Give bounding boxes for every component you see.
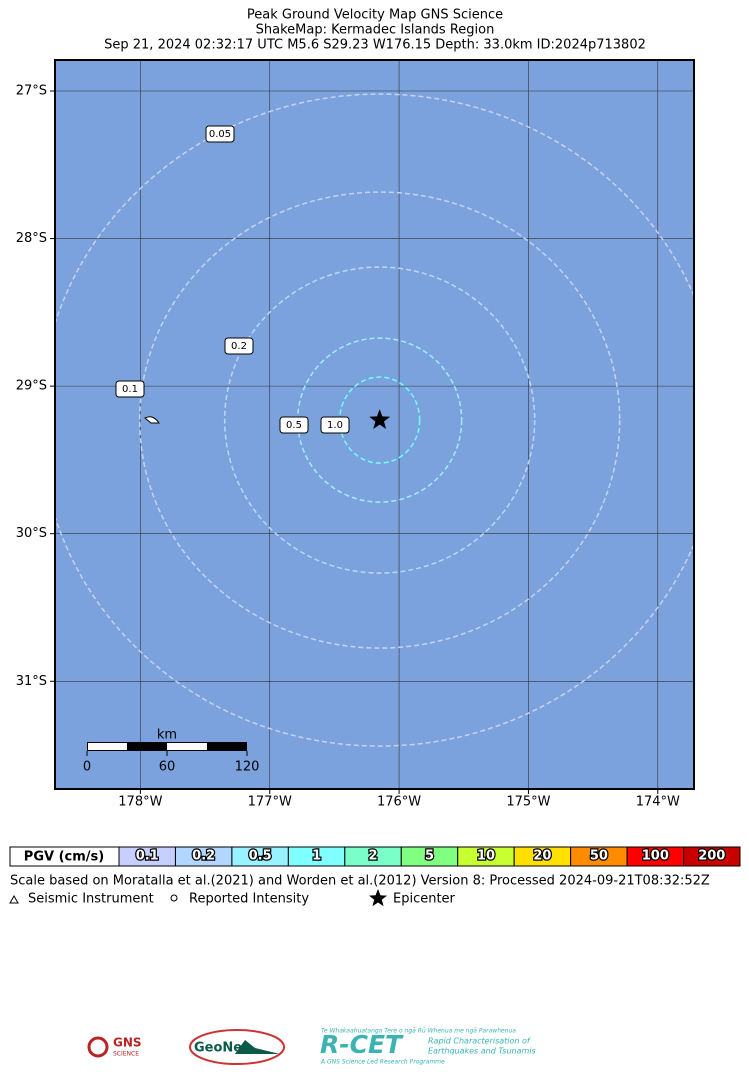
- lat-label: 29°S: [16, 379, 47, 394]
- rcet-logo: R-CET: [320, 1030, 404, 1059]
- scale-unit: km: [157, 728, 177, 743]
- contour-label: 0.2: [231, 341, 247, 352]
- rcet-bottom: A GNS Science Led Research Programme: [320, 1059, 445, 1066]
- gns-logo-mark: [87, 1036, 109, 1058]
- symbol-label: Reported Intensity: [189, 892, 309, 907]
- legend-label: 20: [533, 849, 551, 864]
- scale-label: 0: [83, 760, 91, 775]
- lon-label: 177°W: [248, 795, 292, 810]
- lon-label: 176°W: [377, 795, 421, 810]
- legend-label: 10: [477, 849, 495, 864]
- title-line: ShakeMap: Kermadec Islands Region: [256, 23, 495, 38]
- geonet-logo: GeoNet: [194, 1041, 248, 1056]
- contour-label-box: [320, 416, 350, 434]
- geonet-logo-ring: [189, 1029, 285, 1065]
- legend-label: 100: [642, 849, 669, 864]
- rcet-top: Te Whakaahuatanga Tere o ngā Rū Whenua m…: [321, 1028, 516, 1035]
- map-background: [55, 60, 694, 789]
- legend-label: 2: [369, 849, 378, 864]
- contour-label-box: [224, 337, 254, 355]
- contour-label: 0.05: [209, 129, 231, 140]
- legend-swatch: [683, 846, 741, 867]
- legend-label: 5: [425, 849, 434, 864]
- legend-label: 0.5: [249, 849, 272, 864]
- lat-label: 27°S: [16, 83, 47, 98]
- contour: [55, 93, 694, 747]
- contour-label: 0.5: [286, 420, 302, 431]
- legend-label: 50: [590, 849, 608, 864]
- epicenter: [369, 409, 391, 429]
- lon-label: 178°W: [118, 795, 162, 810]
- instrument-symbol: [9, 894, 19, 904]
- intensity-symbol: [170, 894, 178, 902]
- geonet-logo-mountain: [235, 1040, 280, 1054]
- scale-label: 120: [235, 760, 260, 775]
- contour-label: 0.1: [122, 384, 138, 395]
- contour-label-box: [205, 125, 235, 143]
- lon-label: 175°W: [506, 795, 550, 810]
- lon-label: 174°W: [636, 795, 680, 810]
- epicenter-symbol: [368, 889, 387, 907]
- lat-label: 31°S: [16, 674, 47, 689]
- title-line: Sep 21, 2024 02:32:17 UTC M5.6 S29.23 W1…: [104, 38, 646, 53]
- gns-logo-sub: SCIENCE: [113, 1051, 139, 1058]
- title-line: Peak Ground Velocity Map GNS Science: [247, 8, 503, 23]
- gns-logo: GNS: [113, 1036, 142, 1050]
- lat-label: 30°S: [16, 526, 47, 541]
- contour-label: 1.0: [327, 420, 343, 431]
- lat-label: 28°S: [16, 231, 47, 246]
- legend-label: 0.1: [136, 849, 159, 864]
- contour-label-box: [115, 380, 145, 398]
- rcet-sub: Rapid Characterisation of: [428, 1037, 531, 1046]
- symbol-label: Seismic Instrument: [28, 892, 154, 907]
- island: [144, 416, 160, 424]
- scale-bar: [88, 743, 127, 750]
- legend-label: 0.2: [192, 849, 215, 864]
- map-frame: [54, 59, 695, 790]
- contour: [223, 266, 536, 574]
- legend-label: 1: [312, 849, 321, 864]
- contour: [138, 191, 621, 649]
- legend-label: 200: [698, 849, 725, 864]
- scale-bar: [167, 743, 207, 750]
- contour-label-box: [279, 416, 309, 434]
- rcet-sub: Earthquakes and Tsunamis: [428, 1047, 536, 1056]
- legend-title: PGV (cm/s): [24, 850, 104, 865]
- symbol-label: Epicenter: [393, 892, 456, 907]
- legend-note: Scale based on Moratalla et al.(2021) an…: [10, 874, 710, 889]
- scale-label: 60: [159, 760, 176, 775]
